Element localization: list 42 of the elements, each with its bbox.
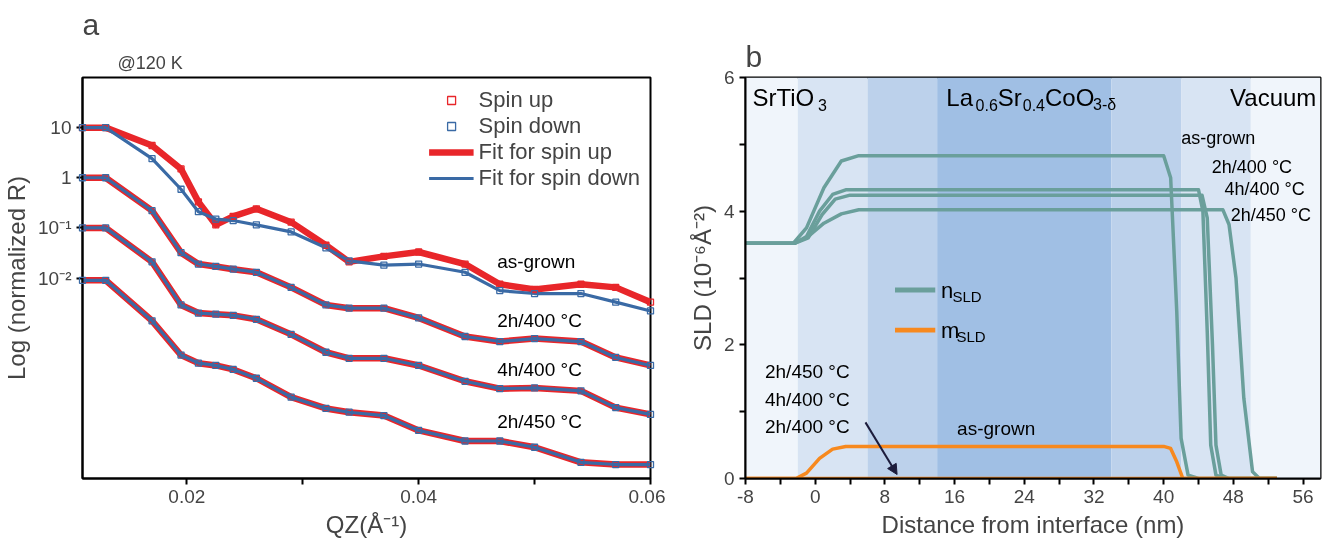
y-axis-title: SLD (10⁻⁶Å⁻²) bbox=[688, 205, 716, 351]
legend-label: Fit for spin up bbox=[478, 139, 612, 165]
annotation: 4h/400 °C bbox=[1224, 178, 1305, 199]
x-tick-label: 0.06 bbox=[628, 485, 666, 507]
chart-subtitle: @120 K bbox=[117, 52, 183, 73]
annotation: 2h/450 °C bbox=[1230, 205, 1312, 226]
chart-title: b bbox=[745, 39, 763, 73]
annotation: 2h/400 °C bbox=[497, 310, 582, 332]
y-tick-label: 6 bbox=[723, 67, 735, 88]
chart-title: a bbox=[82, 7, 100, 41]
x-tick-label: 0 bbox=[809, 485, 821, 507]
y-tick-label: 4 bbox=[723, 200, 735, 222]
annotation: 2h/450 °C 4h/400 °C 2h/400 °C bbox=[764, 361, 850, 437]
x-tick-label: 56 bbox=[1292, 485, 1314, 507]
annotation: as-grown bbox=[497, 251, 576, 273]
y-tick-label: 0 bbox=[723, 468, 735, 489]
annotation: 4h/400 °C bbox=[497, 358, 582, 380]
y-tick-label: 1 bbox=[60, 167, 72, 189]
y-tick-label: 2 bbox=[723, 334, 735, 356]
annotation: Vacuum bbox=[1230, 84, 1317, 112]
x-tick-label: 8 bbox=[879, 485, 891, 507]
x-tick-label: 32 bbox=[1083, 485, 1105, 507]
y-tick-label: 10 bbox=[50, 117, 72, 139]
annotation: 2h/450 °C bbox=[497, 410, 582, 432]
x-tick-label: 0.04 bbox=[400, 485, 438, 507]
y-tick-label: 10⁻² bbox=[38, 267, 72, 289]
legend-label: Spin down bbox=[478, 113, 582, 139]
x-tick-label: 40 bbox=[1153, 485, 1175, 507]
x-tick-label: 0.02 bbox=[168, 485, 206, 507]
x-tick-label: -8 bbox=[737, 485, 754, 507]
y-axis-title: Log (normalized R) bbox=[3, 175, 31, 381]
x-axis-title: Distance from interface (nm) bbox=[881, 510, 1185, 538]
annotation: as-grown bbox=[1181, 127, 1256, 148]
legend-label: Spin up bbox=[478, 87, 554, 113]
legend-label: Fit for spin down bbox=[478, 165, 640, 191]
x-tick-label: 48 bbox=[1222, 485, 1244, 507]
annotation: 2h/400 °C bbox=[1211, 156, 1293, 177]
x-tick-label: 16 bbox=[944, 485, 966, 507]
y-tick-label: 10⁻¹ bbox=[38, 217, 72, 239]
annotation: as-grown bbox=[957, 417, 1036, 439]
x-tick-label: 24 bbox=[1013, 485, 1036, 507]
x-axis-title: QZ(Å⁻¹) bbox=[325, 510, 408, 538]
